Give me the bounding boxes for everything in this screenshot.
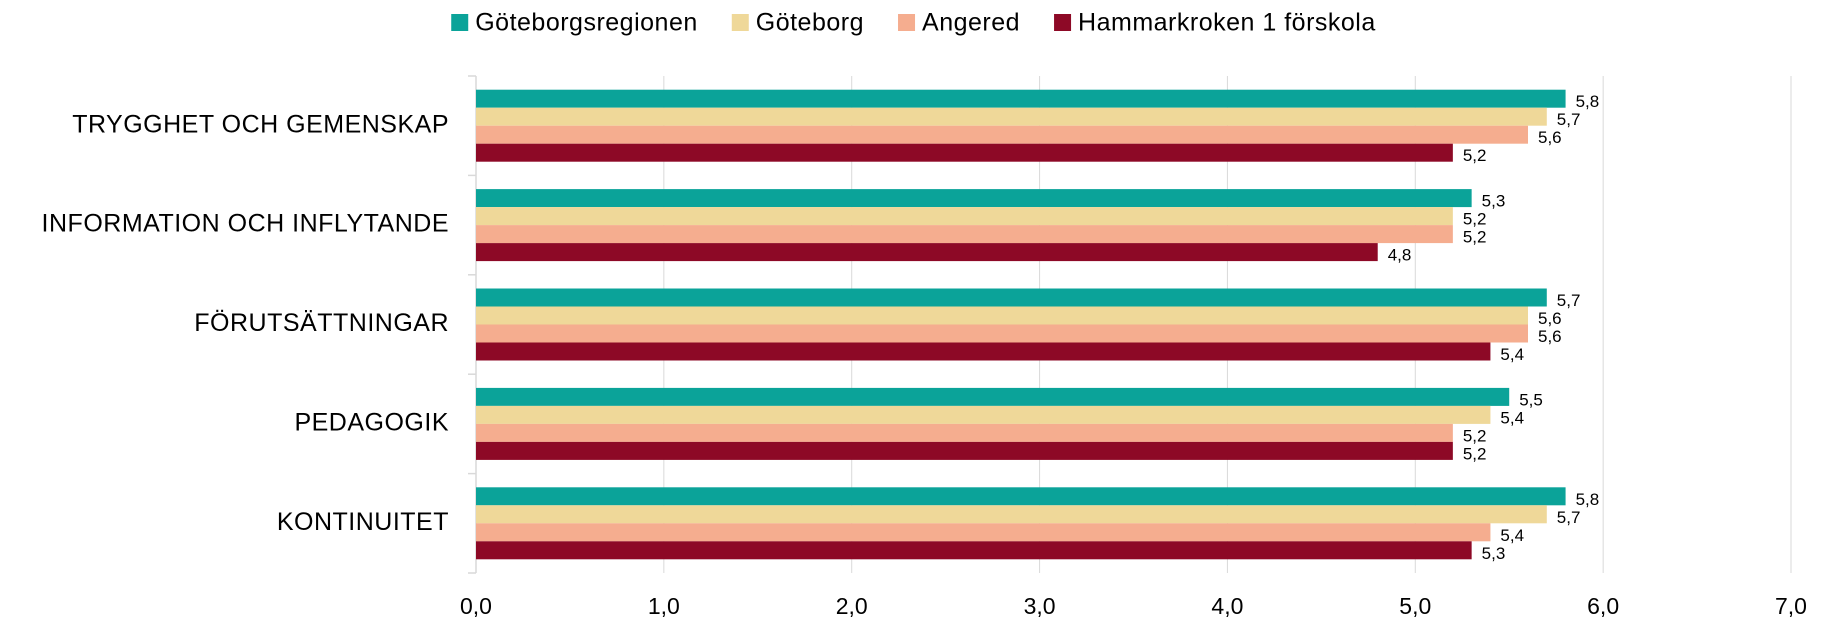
value-label: 5,7 (1557, 508, 1581, 527)
bar (476, 387, 1510, 406)
value-label: 5,2 (1463, 444, 1487, 463)
bar (476, 107, 1547, 126)
bar (476, 288, 1547, 307)
x-tick-label: 0,0 (460, 593, 492, 619)
bar (476, 243, 1378, 262)
value-label: 5,2 (1463, 228, 1487, 247)
value-label: 5,4 (1500, 526, 1524, 545)
value-label: 5,6 (1538, 128, 1562, 147)
bar (476, 207, 1453, 226)
x-tick-label: 3,0 (1024, 593, 1056, 619)
value-label: 5,2 (1463, 426, 1487, 445)
bar (476, 505, 1547, 524)
legend-label: Göteborg (756, 9, 864, 37)
value-label: 4,8 (1388, 246, 1412, 265)
x-tick-label: 4,0 (1211, 593, 1243, 619)
legend-swatch (451, 14, 469, 31)
category-label: TRYGGHET OCH GEMENSKAP (72, 110, 449, 138)
bar (476, 306, 1528, 325)
category-label: PEDAGOGIK (294, 409, 449, 437)
bar (476, 441, 1453, 460)
x-tick-label: 7,0 (1775, 593, 1807, 619)
bar (476, 405, 1491, 424)
legend-label: Angered (922, 9, 1020, 37)
category-label: INFORMATION OCH INFLYTANDE (42, 210, 449, 238)
bar (476, 324, 1528, 343)
legend-label: Hammarkroken 1 förskola (1078, 9, 1376, 37)
bar (476, 523, 1491, 542)
value-label: 5,8 (1576, 92, 1600, 111)
value-label: 5,6 (1538, 327, 1562, 346)
legend-label: Göteborgsregionen (475, 9, 698, 37)
x-tick-label: 6,0 (1587, 593, 1619, 619)
x-tick-label: 5,0 (1399, 593, 1431, 619)
value-label: 5,4 (1500, 345, 1524, 364)
bar (476, 487, 1566, 506)
legend-swatch (1054, 14, 1072, 31)
bar (476, 541, 1472, 560)
x-tick-label: 2,0 (836, 593, 868, 619)
bar (476, 189, 1472, 208)
bar (476, 89, 1566, 108)
bar (476, 342, 1491, 361)
value-label: 5,2 (1463, 146, 1487, 165)
legend-swatch (898, 14, 916, 31)
value-label: 5,3 (1482, 544, 1506, 563)
category-label: FÖRUTSÄTTNINGAR (194, 309, 449, 337)
bar (476, 143, 1453, 162)
category-label: KONTINUITET (277, 508, 449, 536)
value-label: 5,2 (1463, 210, 1487, 229)
value-label: 5,7 (1557, 110, 1581, 129)
legend-swatch (731, 14, 749, 31)
value-label: 5,5 (1519, 390, 1543, 409)
value-label: 5,7 (1557, 291, 1581, 310)
value-label: 5,8 (1576, 490, 1600, 509)
bar (476, 423, 1453, 442)
bar (476, 125, 1528, 144)
value-label: 5,3 (1482, 192, 1506, 211)
value-label: 5,4 (1500, 408, 1524, 427)
bar (476, 225, 1453, 244)
x-tick-label: 1,0 (648, 593, 680, 619)
value-label: 5,6 (1538, 309, 1562, 328)
